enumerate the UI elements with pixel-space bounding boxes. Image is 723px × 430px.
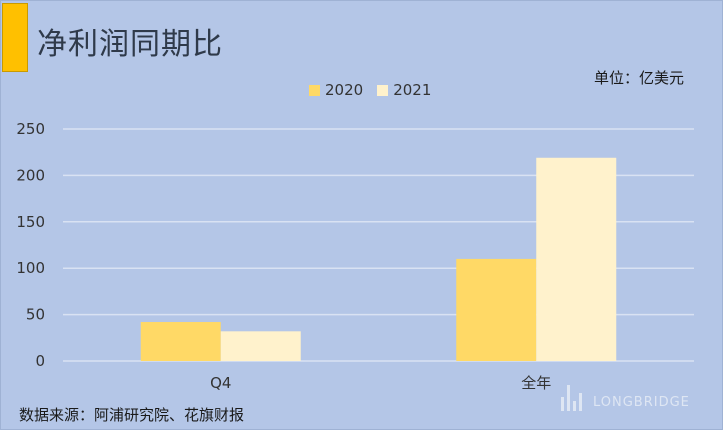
unit-label: 单位：亿美元 [593, 69, 684, 87]
x-tick-label-1: 全年 [521, 374, 551, 392]
y-tick-label-50: 50 [26, 306, 45, 324]
legend-label-2020: 2020 [325, 81, 364, 99]
bar-2020-0 [140, 322, 221, 361]
legend-item-2021: 2021 [377, 81, 431, 99]
legend-label-2021: 2021 [393, 81, 432, 99]
y-tick-label-150: 150 [16, 213, 45, 231]
y-tick-label-200: 200 [16, 166, 45, 184]
y-tick-label-250: 250 [16, 120, 45, 138]
y-tick-label-100: 100 [16, 259, 45, 277]
legend-item-2020: 2020 [309, 81, 363, 99]
chart-title: 净利润同期比 [37, 27, 223, 62]
legend-swatch-2021 [377, 84, 389, 96]
legend-swatch-2020 [309, 84, 320, 96]
watermark-logo-icon [561, 385, 585, 411]
y-tick-label-0: 0 [35, 352, 45, 370]
watermark: LONGBRIDGE [561, 385, 690, 411]
title-accent-bar [2, 3, 28, 72]
source-note: 数据来源：阿浦研究院、花旗财报 [19, 406, 245, 424]
bar-2020-1 [456, 258, 537, 361]
x-tick-label-0: Q4 [210, 374, 231, 392]
watermark-text: LONGBRIDGE [593, 395, 690, 410]
legend: 2020 2021 [309, 81, 445, 99]
bar-2021-0 [220, 331, 301, 361]
bar-2021-1 [536, 157, 617, 361]
